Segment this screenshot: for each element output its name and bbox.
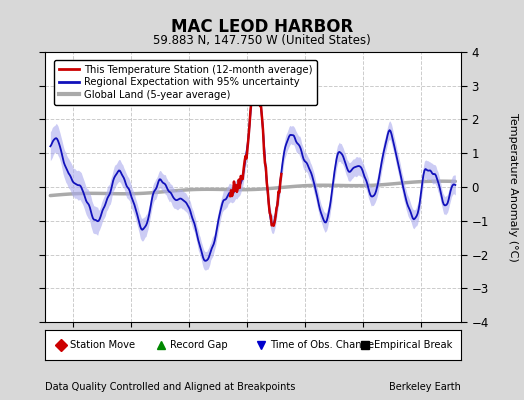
Text: Station Move: Station Move [70, 340, 136, 350]
Text: MAC LEOD HARBOR: MAC LEOD HARBOR [171, 18, 353, 36]
Text: Berkeley Earth: Berkeley Earth [389, 382, 461, 392]
Text: Record Gap: Record Gap [170, 340, 228, 350]
Text: 59.883 N, 147.750 W (United States): 59.883 N, 147.750 W (United States) [153, 34, 371, 47]
Text: Time of Obs. Change: Time of Obs. Change [270, 340, 375, 350]
Legend: This Temperature Station (12-month average), Regional Expectation with 95% uncer: This Temperature Station (12-month avera… [53, 60, 317, 105]
Y-axis label: Temperature Anomaly (°C): Temperature Anomaly (°C) [508, 113, 518, 261]
Text: Empirical Break: Empirical Break [375, 340, 453, 350]
Text: Data Quality Controlled and Aligned at Breakpoints: Data Quality Controlled and Aligned at B… [45, 382, 295, 392]
